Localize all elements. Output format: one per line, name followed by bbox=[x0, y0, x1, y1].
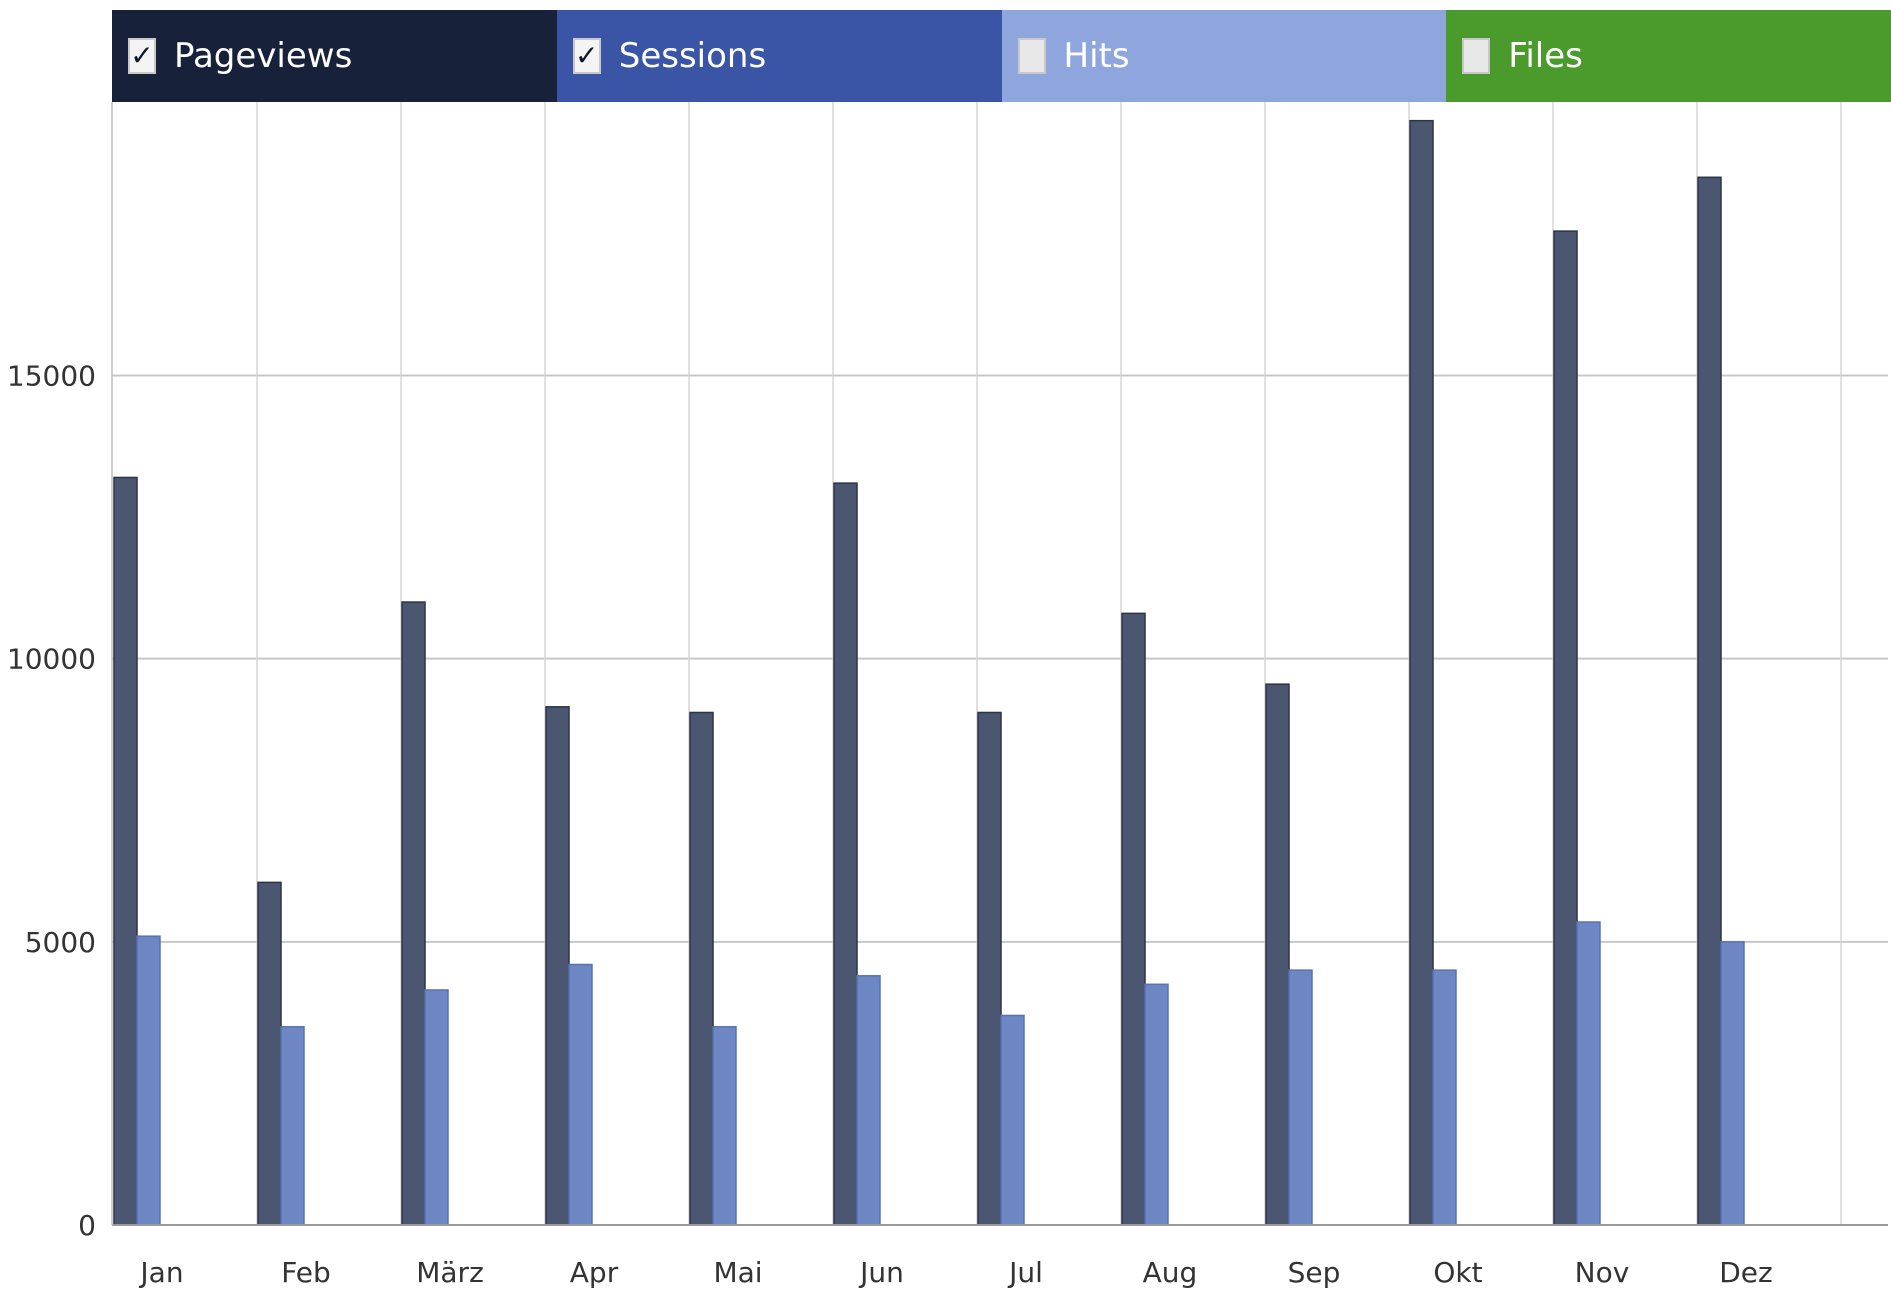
bar-pageviews bbox=[1121, 612, 1146, 1226]
bar-pageviews bbox=[113, 476, 138, 1226]
x-tick-label: Sep bbox=[1288, 1256, 1341, 1289]
x-tick-label: März bbox=[416, 1256, 484, 1289]
bar-sessions bbox=[280, 1026, 305, 1226]
bar-pageviews bbox=[833, 482, 858, 1226]
checkbox-icon[interactable]: ✓ bbox=[572, 38, 601, 74]
bar-pageviews bbox=[689, 711, 714, 1226]
legend-toggle-sessions[interactable]: ✓ Sessions bbox=[556, 10, 1002, 102]
legend-label: Pageviews bbox=[174, 36, 353, 76]
legend-toggle-pageviews[interactable]: ✓ Pageviews bbox=[112, 10, 557, 102]
legend-label: Files bbox=[1508, 36, 1583, 76]
checkbox-icon[interactable]: ✓ bbox=[128, 38, 156, 74]
x-tick-label: Jun bbox=[858, 1256, 904, 1289]
bar-sessions bbox=[1576, 921, 1601, 1226]
bar-sessions bbox=[1144, 983, 1169, 1226]
checkbox-icon[interactable] bbox=[1017, 38, 1046, 74]
bar-pageviews bbox=[1409, 119, 1434, 1226]
bar-sessions bbox=[1288, 969, 1313, 1226]
x-tick-label: Dez bbox=[1719, 1256, 1772, 1289]
bar-sessions bbox=[712, 1026, 737, 1226]
y-tick-label: 5000 bbox=[25, 926, 96, 959]
x-tick-label: Mai bbox=[713, 1256, 762, 1289]
x-tick-label: Okt bbox=[1433, 1256, 1482, 1289]
x-tick-label: Nov bbox=[1575, 1256, 1630, 1289]
x-tick-label: Apr bbox=[570, 1256, 619, 1289]
x-tick-label: Jul bbox=[1007, 1256, 1043, 1289]
bar-sessions bbox=[1000, 1014, 1025, 1226]
y-tick-label: 15000 bbox=[7, 360, 96, 393]
legend-toggle-hits[interactable]: Hits bbox=[1001, 10, 1447, 102]
bar-pageviews bbox=[545, 706, 570, 1226]
bar-sessions bbox=[1720, 941, 1745, 1226]
legend-label: Sessions bbox=[618, 36, 767, 76]
x-tick-label: Aug bbox=[1143, 1256, 1198, 1289]
bar-pageviews bbox=[1697, 176, 1722, 1226]
bar-sessions bbox=[1432, 969, 1457, 1226]
bar-sessions bbox=[424, 989, 449, 1226]
bar-pageviews bbox=[1553, 230, 1578, 1226]
bar-pageviews bbox=[1265, 683, 1290, 1226]
legend-label: Hits bbox=[1063, 36, 1130, 76]
checkbox-icon[interactable] bbox=[1462, 38, 1491, 74]
bar-sessions bbox=[568, 963, 593, 1226]
x-tick-label: Jan bbox=[138, 1256, 183, 1289]
y-tick-label: 10000 bbox=[7, 643, 96, 676]
bar-sessions bbox=[136, 935, 161, 1226]
bar-sessions bbox=[856, 975, 881, 1226]
y-tick-label: 0 bbox=[78, 1209, 96, 1242]
x-tick-label: Feb bbox=[281, 1256, 331, 1289]
bar-pageviews bbox=[257, 881, 282, 1226]
series-legend: ✓ Pageviews ✓ Sessions Hits Files bbox=[112, 10, 1891, 102]
bar-pageviews bbox=[401, 601, 426, 1226]
legend-toggle-files[interactable]: Files bbox=[1446, 10, 1891, 102]
bar-pageviews bbox=[977, 711, 1002, 1226]
